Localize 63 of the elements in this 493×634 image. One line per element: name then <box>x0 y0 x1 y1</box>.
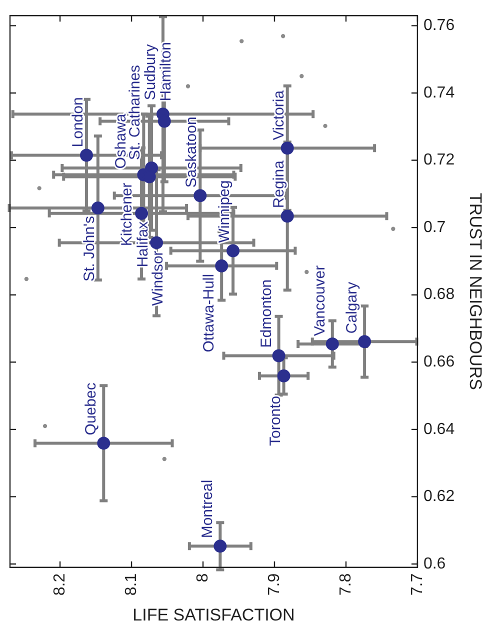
point <box>304 270 309 274</box>
point <box>300 74 304 78</box>
point <box>91 202 104 215</box>
y-tick-label: 0.72 <box>423 152 455 169</box>
x-tick-label: 8 <box>194 573 212 582</box>
point <box>391 226 396 231</box>
annotation: Saskatoon <box>183 116 200 188</box>
y-axis-title: TRUST IN NEIGHBOURS <box>466 192 486 390</box>
annotation: St. Catharines <box>126 64 144 160</box>
x-tick-label: 7.7 <box>408 573 426 596</box>
annotation: Victoria <box>270 90 288 140</box>
y-tick-label: 0.64 <box>423 420 455 438</box>
x-axis-title: LIFE SATISFACTION <box>132 605 295 624</box>
point <box>37 186 42 190</box>
annotation: Ottawa-Hull <box>200 274 218 352</box>
point <box>135 206 148 220</box>
annotation: Winnipeg <box>216 180 234 243</box>
point <box>326 337 339 350</box>
point <box>97 436 110 450</box>
point <box>226 244 240 258</box>
y-tick-label: 0.76 <box>423 17 455 34</box>
annotation: Oshawa <box>112 113 130 169</box>
x-tick-label: 8.2 <box>51 573 68 596</box>
point <box>150 236 164 250</box>
point <box>280 34 286 38</box>
point <box>215 259 228 272</box>
annotation: St. John's <box>80 216 98 282</box>
annotation: London <box>69 97 86 148</box>
point <box>80 148 93 162</box>
x-tick-label: 7.9 <box>266 573 283 596</box>
y-tick-label: 0.74 <box>423 84 455 102</box>
y-tick-label: 0.66 <box>423 354 455 371</box>
x-tick-label: 7.8 <box>337 573 354 596</box>
point <box>277 369 290 382</box>
point <box>323 124 328 128</box>
annotation: Regina <box>270 160 288 208</box>
x-tick-label: 8.1 <box>122 573 140 596</box>
point <box>194 189 207 202</box>
annotation: Windsor <box>150 250 167 306</box>
annotation: Sudbury <box>142 44 159 100</box>
point <box>158 114 171 128</box>
point <box>272 349 286 362</box>
y-tick-label: 0.62 <box>423 488 455 506</box>
annotation: Montreal <box>199 480 216 538</box>
annotation: Kitchener <box>118 182 136 246</box>
point <box>24 276 29 282</box>
point <box>280 210 294 223</box>
y-tick-label: 0.7 <box>423 218 446 236</box>
y-tick-label: 0.68 <box>423 286 455 304</box>
point <box>162 456 167 462</box>
annotation: Quebec <box>82 382 100 436</box>
point <box>214 540 227 553</box>
y-tick-label: 0.6 <box>423 555 446 572</box>
annotation: Calgary <box>344 281 361 334</box>
point <box>186 84 190 88</box>
annotation: Edmonton <box>258 279 275 348</box>
point <box>42 424 48 428</box>
annotation: Vancouver <box>311 265 328 336</box>
point <box>240 39 244 44</box>
annotation: Hamilton <box>157 42 174 102</box>
annotation: Toronto <box>266 396 284 446</box>
point <box>280 142 294 155</box>
point <box>358 335 372 348</box>
